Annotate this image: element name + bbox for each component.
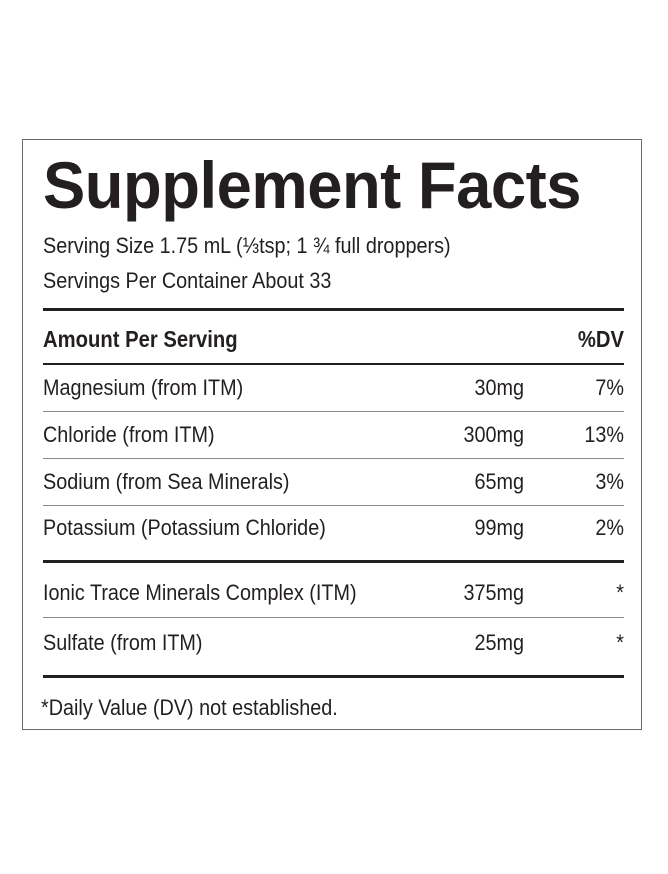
ingredient-row: Ionic Trace Minerals Complex (ITM) 375mg… — [43, 571, 624, 615]
nutrient-dv: 3% — [595, 469, 624, 494]
amount-per-serving-label: Amount Per Serving — [43, 325, 238, 352]
divider-thick — [43, 308, 624, 311]
ingredient-name: Sulfate (from ITM) — [43, 630, 203, 655]
nutrient-name: Potassium (Potassium Chloride) — [43, 515, 326, 540]
nutrient-amount: 300mg — [463, 422, 524, 447]
nutrient-dv: 2% — [595, 515, 624, 540]
ingredient-dv: * — [616, 580, 624, 605]
daily-value-label: %DV — [577, 325, 624, 352]
row-divider — [43, 458, 624, 459]
divider-header — [43, 363, 624, 365]
ingredient-dv: * — [616, 630, 624, 655]
row-divider — [43, 505, 624, 506]
servings-per-container: Servings Per Container About 33 — [43, 268, 332, 293]
nutrient-amount: 30mg — [474, 375, 524, 400]
serving-size: Serving Size 1.75 mL (⅓tsp; 1 ¾ full dro… — [43, 233, 451, 258]
divider-thick — [43, 560, 624, 563]
nutrient-amount: 99mg — [474, 515, 524, 540]
column-header-row: Amount Per Serving %DV — [43, 317, 624, 361]
nutrient-row: Sodium (from Sea Minerals) 65mg 3% — [43, 460, 624, 504]
nutrient-dv: 7% — [595, 375, 624, 400]
panel-title: Supplement Facts — [43, 148, 582, 222]
supplement-facts-panel: Supplement Facts Serving Size 1.75 mL (⅓… — [22, 139, 642, 730]
nutrient-name: Sodium (from Sea Minerals) — [43, 469, 290, 494]
nutrient-amount: 65mg — [474, 469, 524, 494]
ingredient-row: Sulfate (from ITM) 25mg * — [43, 621, 624, 665]
nutrient-row: Potassium (Potassium Chloride) 99mg 2% — [43, 506, 624, 550]
ingredient-name: Ionic Trace Minerals Complex (ITM) — [43, 580, 357, 605]
nutrient-name: Magnesium (from ITM) — [43, 375, 244, 400]
divider-thick — [43, 675, 624, 678]
row-divider — [43, 617, 624, 618]
nutrient-row: Magnesium (from ITM) 30mg 7% — [43, 366, 624, 410]
nutrient-row: Chloride (from ITM) 300mg 13% — [43, 413, 624, 457]
nutrient-dv: 13% — [584, 422, 624, 447]
row-divider — [43, 411, 624, 412]
ingredient-amount: 375mg — [463, 580, 524, 605]
footnote: *Daily Value (DV) not established. — [41, 695, 338, 720]
ingredient-amount: 25mg — [474, 630, 524, 655]
nutrient-name: Chloride (from ITM) — [43, 422, 215, 447]
